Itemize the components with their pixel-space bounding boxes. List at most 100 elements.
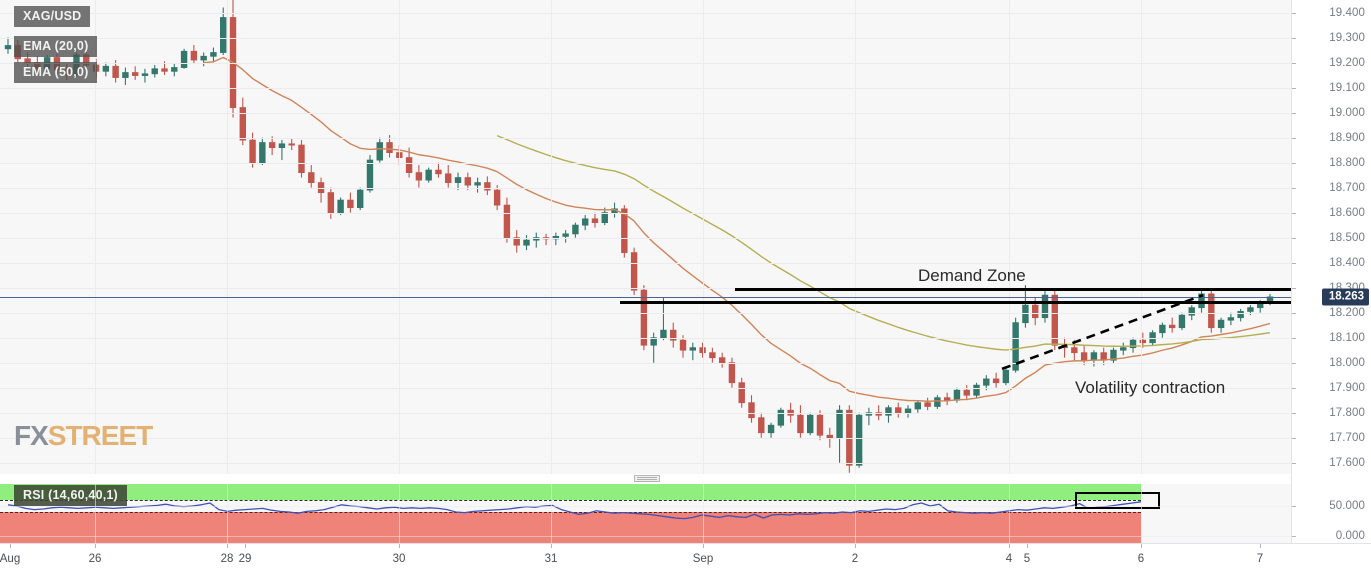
price-tick-mark: [1291, 287, 1296, 289]
ema50-legend[interactable]: EMA (50,0): [14, 62, 98, 83]
gridline: [0, 137, 1291, 139]
price-tick-label: 18.600: [1329, 206, 1365, 219]
gridline: [0, 237, 1291, 239]
rsi-gridline-vertical: [399, 484, 400, 544]
gridline: [0, 437, 1291, 439]
time-axis[interactable]: Aug 26 28 29 30 31 Sep 2 4 5 6 7: [0, 544, 1371, 574]
gridline-vertical: [399, 0, 400, 474]
price-axis[interactable]: 19.400 19.300 19.200 19.100 19.000 18.900 18.8…: [1291, 0, 1371, 474]
gridline: [0, 87, 1291, 89]
price-tick-mark: [1291, 162, 1296, 164]
time-tick-label: 30: [392, 553, 406, 565]
last-price-line: [0, 296, 1291, 298]
gridline: [0, 312, 1291, 314]
logo-street-text: STREET: [47, 420, 153, 451]
rsi-gridline-vertical: [227, 484, 228, 544]
gridline: [0, 412, 1291, 414]
rsi-gridline-vertical: [95, 484, 96, 544]
price-tick-mark: [1291, 262, 1296, 264]
rsi-legend[interactable]: RSI (14,60,40,1): [14, 485, 127, 506]
gridline: [0, 187, 1291, 189]
axis-vertical-separator: [1291, 0, 1292, 544]
time-tick-label: 29: [238, 553, 252, 565]
price-tick-label: 18.100: [1329, 331, 1365, 344]
price-tick-mark: [1291, 112, 1296, 114]
gridline: [0, 212, 1291, 214]
gridline-vertical: [95, 0, 96, 474]
price-tick-mark: [1291, 187, 1296, 189]
gridline-vertical: [1009, 0, 1010, 474]
rsi-indicator-pane[interactable]: RSI (14,60,40,1): [0, 484, 1291, 544]
rsi-line-plot: [7, 501, 1142, 520]
demand-zone-upper-line[interactable]: [735, 287, 1291, 291]
rsi-gridline: [0, 506, 1291, 507]
time-tick-mark: [551, 544, 552, 548]
price-tick-label: 17.900: [1329, 381, 1365, 394]
price-tick-label: 18.000: [1329, 356, 1365, 369]
gridline: [0, 62, 1291, 64]
price-tick-label: 18.900: [1329, 131, 1365, 144]
time-tick-mark: [855, 544, 856, 548]
price-tick-label: 19.300: [1329, 31, 1365, 44]
rsi-lower-band: [0, 512, 1141, 544]
price-tick-mark: [1291, 362, 1296, 364]
gridline: [0, 287, 1291, 289]
price-tick-mark: [1291, 12, 1296, 14]
ema20-legend[interactable]: EMA (20,0): [14, 36, 98, 57]
price-chart-pane[interactable]: Demand Zone Volatility contraction XAG/U…: [0, 0, 1291, 474]
price-tick-label: 19.200: [1329, 56, 1365, 69]
price-tick-mark: [1291, 37, 1296, 39]
time-tick-mark: [245, 544, 246, 548]
gridline: [0, 12, 1291, 14]
gridline: [0, 337, 1291, 339]
gridline-vertical: [551, 0, 552, 474]
gridline-vertical: [227, 0, 228, 474]
rsi-gridline-vertical: [855, 484, 856, 544]
gridline: [0, 112, 1291, 114]
price-tick-label: 18.400: [1329, 256, 1365, 269]
time-tick-mark: [10, 544, 11, 548]
price-tick-mark: [1291, 87, 1296, 89]
demand-zone-label: Demand Zone: [918, 266, 1026, 285]
time-tick-label: 4: [1005, 553, 1013, 565]
price-tick-label: 19.400: [1329, 6, 1365, 19]
rsi-gridline-vertical: [551, 484, 552, 544]
time-tick-mark: [1141, 544, 1142, 548]
rsi-highlight-rectangle[interactable]: [1075, 492, 1160, 509]
time-tick-label: 6: [1137, 553, 1145, 565]
rsi-gridline: [0, 536, 1291, 537]
price-tick-mark: [1291, 462, 1296, 464]
time-tick-label: 2: [851, 553, 859, 565]
time-tick-label: 28: [220, 553, 234, 565]
volatility-contraction-label: Volatility contraction: [1075, 378, 1226, 397]
gridline: [0, 362, 1291, 364]
rsi-axis[interactable]: 50.000 0.000: [1291, 484, 1371, 544]
price-tick-label: 19.000: [1329, 106, 1365, 119]
time-tick-mark: [1009, 544, 1010, 548]
pane-divider: [0, 474, 1291, 484]
time-tick-mark: [227, 544, 228, 548]
price-tick-label: 18.700: [1329, 181, 1365, 194]
price-tick-mark: [1291, 312, 1296, 314]
price-tick-mark: [1291, 412, 1296, 414]
pane-resize-grip[interactable]: [634, 475, 660, 482]
price-tick-mark: [1291, 62, 1296, 64]
price-tick-label: 17.700: [1329, 431, 1365, 444]
price-tick-label: 17.600: [1329, 456, 1365, 469]
last-price-badge[interactable]: 18.263: [1321, 288, 1369, 306]
rsi-level-60-line: [0, 500, 1141, 501]
time-tick-label: 26: [88, 553, 102, 565]
price-tick-label: 18.200: [1329, 306, 1365, 319]
time-tick-label: 5: [1023, 553, 1031, 565]
gridline: [0, 387, 1291, 389]
gridline-vertical: [855, 0, 856, 474]
demand-zone-lower-line[interactable]: [620, 301, 1291, 305]
symbol-legend[interactable]: XAG/USD: [14, 6, 91, 27]
rsi-tick-50: 50.000: [1329, 500, 1365, 512]
price-tick-label: 17.800: [1329, 406, 1365, 419]
price-tick-label: 18.800: [1329, 156, 1365, 169]
price-tick-mark: [1291, 387, 1296, 389]
time-tick-mark: [703, 544, 704, 548]
time-tick-mark: [399, 544, 400, 548]
